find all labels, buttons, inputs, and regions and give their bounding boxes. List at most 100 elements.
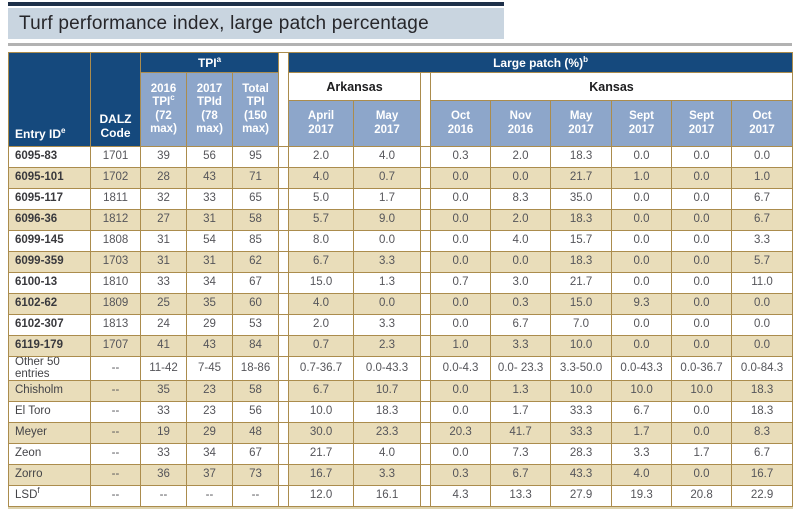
value-cell: 1703 — [90, 251, 141, 273]
spacer-cell — [420, 272, 432, 294]
value-cell: 39 — [140, 146, 187, 168]
spacer-column-middle — [420, 72, 432, 147]
spacer-cell — [420, 314, 432, 336]
value-cell: 41 — [140, 335, 187, 357]
tpi-col-max: (72 max) — [150, 109, 177, 135]
spacer-cell — [278, 272, 290, 294]
value-cell: 18.3 — [731, 401, 794, 423]
value-cell: 0.0- 23.3 — [490, 356, 552, 381]
year-label: 2016 — [507, 123, 534, 136]
table-row: 6095-101 1702 28 43 71 4.0 0.7 0.0 0.0 21.7 1.0 0.0… — [8, 167, 794, 189]
value-cell: 16.1 — [353, 485, 422, 507]
tpi-col-line2: TPId — [197, 96, 222, 109]
value-cell: -- — [231, 485, 280, 507]
entry-id-cell: 6102-307 — [8, 314, 91, 336]
value-cell: 2.0 — [288, 146, 355, 168]
value-cell: -- — [90, 380, 141, 402]
divider-rule — [8, 43, 792, 46]
value-cell: 20.8 — [671, 485, 733, 507]
value-cell: 3.3 — [353, 464, 422, 486]
entry-id-cell: 6100-13 — [8, 272, 91, 294]
entry-id-cell: 6095-117 — [8, 188, 91, 210]
turf-performance-table: Entry IDe DALZ Code TPIa Large patch (%)b… — [8, 52, 794, 507]
table-row: 6099-359 1703 31 31 62 6.7 3.3 0.0 0.0 18.3 0.0 0.0… — [8, 251, 794, 273]
month-label: April — [307, 110, 335, 123]
spacer-cell — [420, 209, 432, 231]
value-cell: 0.0 — [353, 293, 422, 315]
value-cell: -- — [90, 356, 141, 381]
value-cell: 18.3 — [550, 251, 613, 273]
value-cell: 33 — [186, 188, 233, 210]
value-cell: 0.0 — [430, 401, 492, 423]
value-cell: 33.3 — [550, 401, 613, 423]
spacer-cell — [420, 380, 432, 402]
value-cell: 33 — [140, 443, 187, 465]
value-cell: 4.0 — [490, 230, 552, 252]
col-header-oct-2017: Oct 2017 — [731, 100, 794, 147]
spacer-cell — [420, 146, 432, 168]
value-cell: 3.3 — [353, 314, 422, 336]
value-cell: 43 — [186, 335, 233, 357]
value-cell: 0.0 — [430, 380, 492, 402]
entry-id-cell: 6095-101 — [8, 167, 91, 189]
entry-id-text: 6095-83 — [15, 150, 58, 163]
value-cell: 84 — [231, 335, 280, 357]
value-cell: 19 — [140, 422, 187, 444]
value-cell: 21.7 — [550, 167, 613, 189]
value-cell: 15.7 — [550, 230, 613, 252]
entry-id-cell: Other 50 entries — [8, 356, 91, 381]
value-cell: 0.0 — [490, 251, 552, 273]
spacer-cell — [278, 167, 290, 189]
month-label: Oct — [752, 110, 772, 123]
value-cell: 1.7 — [671, 443, 733, 465]
table-row: Chisholm -- 35 23 58 6.7 10.7 0.0 1.3 10.0 10.0 10.… — [8, 380, 794, 402]
value-cell: 31 — [186, 251, 233, 273]
title-bar: Turf performance index, large patch perc… — [8, 8, 504, 39]
header-row-months: April 2017 May 2017 Oct 2016 Nov 2016 May 201… — [9, 100, 794, 147]
entry-id-cell: 6099-145 — [8, 230, 91, 252]
value-cell: 1.7 — [353, 188, 422, 210]
value-cell: 0.0 — [671, 272, 733, 294]
year-label: 2017 — [628, 123, 655, 136]
value-cell: 1.0 — [731, 167, 794, 189]
table-row: 6096-36 1812 27 31 58 5.7 9.0 0.0 2.0 18.3 0.0 0.0 6… — [8, 209, 794, 231]
table-row: 6095-117 1811 32 33 65 5.0 1.7 0.0 8.3 35.0 0.0 0.0… — [8, 188, 794, 210]
col-header-oct-2016: Oct 2016 — [430, 100, 492, 147]
entry-id-text: 6096-36 — [15, 213, 58, 226]
value-cell: 6.7 — [731, 443, 794, 465]
value-cell: 8.0 — [288, 230, 355, 252]
value-cell: 0.7 — [353, 167, 422, 189]
value-cell: 0.0 — [671, 251, 733, 273]
table-row: 6100-13 1810 33 34 67 15.0 1.3 0.7 3.0 21.7 0.0 0.0… — [8, 272, 794, 294]
year-label: 2016 — [447, 123, 474, 136]
month-label: Sept — [629, 110, 654, 123]
spacer-cell — [420, 485, 432, 507]
value-cell: 0.0 — [671, 146, 733, 168]
value-cell: 0.0 — [611, 188, 673, 210]
value-cell: 0.0-43.3 — [611, 356, 673, 381]
spacer-cell — [278, 251, 290, 273]
value-cell: 0.7 — [288, 335, 355, 357]
col-group-large-patch: Large patch (%)b — [288, 52, 794, 73]
value-cell: 67 — [231, 272, 280, 294]
value-cell: 6.7 — [731, 209, 794, 231]
value-cell: 3.3 — [731, 230, 794, 252]
entry-id-cell: Meyer — [8, 422, 91, 444]
value-cell: 32 — [140, 188, 187, 210]
tpi-group-label: TPI — [197, 55, 217, 70]
value-cell: 1707 — [90, 335, 141, 357]
spacer-cell — [420, 293, 432, 315]
col-header-2017-tpi: 2017 TPId (78 max) — [186, 72, 233, 147]
value-cell: 6.7 — [490, 314, 552, 336]
table-row: LSDf -- -- -- -- 12.0 16.1 4.3 13.3 27.9 19.3 20.8 2… — [8, 485, 794, 507]
table-row: 6102-307 1813 24 29 53 2.0 3.3 0.0 6.7 7.0 0.0 0.0 0… — [8, 314, 794, 336]
year-label: 2017 — [308, 123, 334, 136]
value-cell: 0.0 — [671, 209, 733, 231]
entry-id-cell: 6119-179 — [8, 335, 91, 357]
spacer-cell — [278, 209, 290, 231]
value-cell: 16.7 — [288, 464, 355, 486]
tpi-col-max: (78 max) — [196, 109, 223, 135]
value-cell: 60 — [231, 293, 280, 315]
value-cell: 0.0 — [611, 314, 673, 336]
value-cell: 13.3 — [490, 485, 552, 507]
